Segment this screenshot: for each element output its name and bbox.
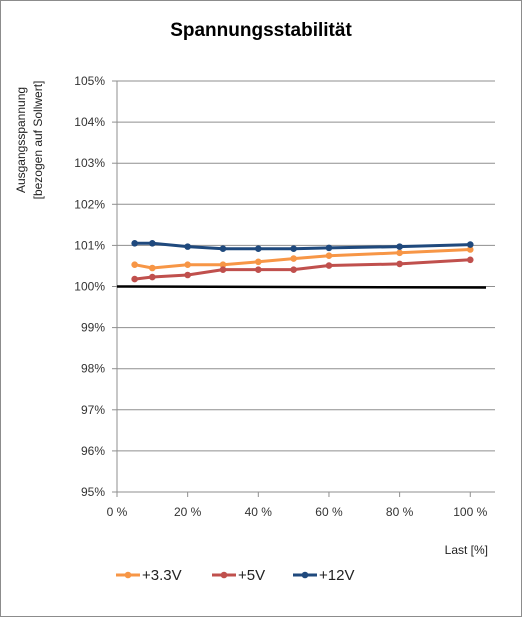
data-point xyxy=(325,244,333,252)
x-axis-title: Last [%] xyxy=(445,543,488,557)
data-point xyxy=(466,241,474,248)
y-tick-label: 105% xyxy=(74,74,105,88)
data-point xyxy=(255,258,262,266)
series-group xyxy=(131,246,474,272)
data-point xyxy=(396,260,403,268)
data-point xyxy=(149,264,156,272)
data-point xyxy=(396,243,403,250)
y-tick-label: 95% xyxy=(81,485,105,499)
data-point xyxy=(131,261,138,269)
legend-label: +5V xyxy=(238,567,265,584)
legend: +3.3V +5V +12V xyxy=(116,567,354,584)
data-point xyxy=(325,262,333,269)
data-point xyxy=(131,240,138,247)
y-tick-label: 102% xyxy=(74,197,105,211)
reference-line xyxy=(116,285,487,289)
chart-title: Spannungsstabilität xyxy=(170,20,352,41)
legend-marker xyxy=(124,571,132,579)
legend-marker xyxy=(220,571,228,579)
data-point xyxy=(290,255,297,262)
reference-layer xyxy=(116,285,487,289)
x-tick-label: 0 % xyxy=(107,505,128,519)
series-group xyxy=(131,240,474,252)
data-point xyxy=(255,245,262,252)
data-point xyxy=(325,252,333,259)
data-point xyxy=(466,256,474,264)
axis-layer: 95% 96% 97% 98% 99% 100% 101% 102% 103% 104% 105% 0… xyxy=(74,74,487,519)
legend-marker xyxy=(301,571,309,579)
y-tick-label: 100% xyxy=(74,280,105,294)
data-point xyxy=(184,243,191,250)
y-tick-label: 101% xyxy=(74,238,105,252)
data-point xyxy=(219,245,227,252)
data-point xyxy=(219,266,227,273)
legend-label: +12V xyxy=(319,567,354,584)
y-tick-label: 103% xyxy=(74,156,105,170)
data-point xyxy=(396,249,403,257)
data-point xyxy=(466,246,474,253)
y-tick-label: 98% xyxy=(81,362,105,376)
x-tick-label: 80 % xyxy=(386,505,414,519)
data-point xyxy=(255,266,262,273)
data-point xyxy=(219,261,227,269)
x-tick-label: 100 % xyxy=(453,505,487,519)
x-tick-label: 60 % xyxy=(315,505,343,519)
x-tick-label: 20 % xyxy=(174,505,202,519)
y-tick-label: 104% xyxy=(74,115,105,129)
y-axis-title-line2: [bezogen auf Sollwert] xyxy=(31,81,45,200)
data-point xyxy=(149,240,156,247)
x-tick-label: 40 % xyxy=(245,505,273,519)
series-group xyxy=(131,256,474,283)
data-point xyxy=(131,275,138,283)
data-point xyxy=(290,266,297,273)
series-layer xyxy=(131,240,474,283)
data-point xyxy=(149,273,156,281)
y-tick-label: 97% xyxy=(81,403,105,417)
data-point xyxy=(184,261,191,269)
data-point xyxy=(184,271,191,279)
legend-label: +3.3V xyxy=(142,567,182,584)
y-tick-label: 99% xyxy=(81,321,105,335)
y-tick-label: 96% xyxy=(81,444,105,458)
data-point xyxy=(290,245,297,252)
y-axis-title-line1: Ausgangsspannung xyxy=(14,87,28,193)
